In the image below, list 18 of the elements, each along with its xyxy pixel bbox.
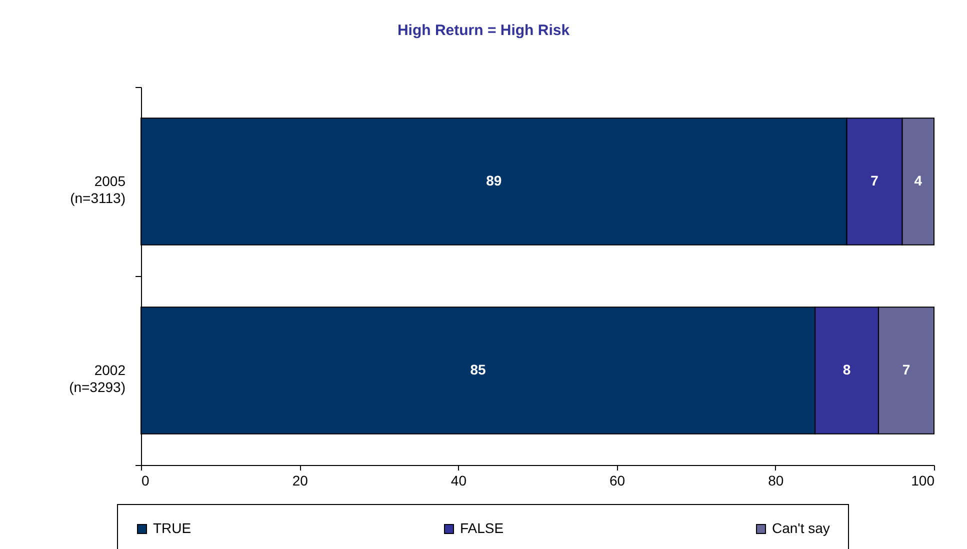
data-label: 8 bbox=[842, 362, 851, 378]
legend-label: FALSE bbox=[460, 520, 504, 536]
y-tick-label: 2002 (n=3293) bbox=[69, 362, 126, 395]
x-tick-label: 20 bbox=[292, 472, 308, 488]
legend-label: TRUE bbox=[153, 520, 192, 536]
data-label: 7 bbox=[902, 362, 910, 378]
chart-title: High Return = High Risk bbox=[397, 22, 570, 39]
legend-label: Can't say bbox=[772, 520, 830, 536]
x-tick-label: 60 bbox=[610, 472, 626, 488]
x-tick-label: 0 bbox=[142, 472, 150, 488]
y-tick-label: 2005 (n=3113) bbox=[70, 173, 126, 206]
data-label: 85 bbox=[470, 362, 486, 378]
x-tick-label: 100 bbox=[911, 472, 935, 488]
data-label: 4 bbox=[914, 172, 922, 188]
x-tick-label: 40 bbox=[450, 472, 467, 488]
data-label: 89 bbox=[486, 172, 502, 188]
data-label: 7 bbox=[870, 172, 879, 188]
x-tick-label: 80 bbox=[768, 472, 784, 488]
